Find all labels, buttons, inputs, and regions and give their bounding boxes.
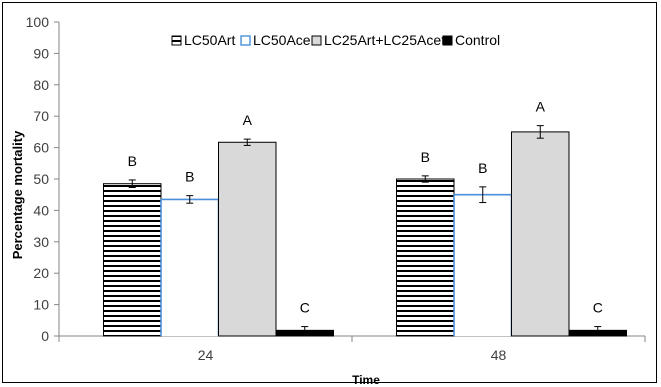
significance-label: A (536, 99, 546, 115)
legend-label: LC25Art+LC25Acet (324, 32, 445, 48)
bar (511, 131, 570, 337)
legend-swatch (311, 35, 322, 46)
legend-label: Control (455, 32, 500, 48)
y-tick-label: 10 (33, 297, 49, 313)
legend-swatch (240, 35, 251, 46)
y-axis-label: Percentage mortality (10, 130, 25, 259)
y-tick-label: 50 (33, 171, 49, 187)
y-tick-label: 100 (26, 14, 50, 30)
bar-fill (454, 194, 512, 336)
legend-label: LC50Ace (253, 32, 311, 48)
significance-label: B (128, 153, 137, 169)
y-tick-label: 90 (33, 45, 49, 61)
y-tick-label: 80 (33, 77, 49, 93)
y-tick-label: 0 (41, 328, 49, 344)
bar (218, 141, 277, 337)
y-tick-label: 60 (33, 140, 49, 156)
significance-label: A (243, 112, 253, 128)
bar (396, 178, 455, 337)
significance-label: B (478, 160, 487, 176)
legend-swatch (442, 35, 453, 46)
bar (453, 193, 513, 336)
y-tick-label: 20 (33, 265, 49, 281)
bar (103, 183, 162, 337)
chart-legend: LC50Art LC50Ace LC25Art+LC25Acet Control (171, 32, 500, 48)
x-tick-label: 48 (491, 347, 507, 363)
significance-label: B (185, 169, 194, 185)
legend-label: LC50Art (184, 32, 235, 48)
significance-label: B (421, 149, 430, 165)
y-tick-label: 70 (33, 108, 49, 124)
x-axis-label: Time (352, 373, 380, 387)
bar (160, 198, 220, 336)
significance-label: C (593, 300, 603, 316)
bar-fill (161, 199, 219, 336)
y-tick-label: 30 (33, 234, 49, 250)
legend-swatch (171, 35, 182, 46)
significance-label: C (300, 300, 310, 316)
y-tick-label: 40 (33, 202, 49, 218)
x-tick-label: 24 (198, 347, 214, 363)
